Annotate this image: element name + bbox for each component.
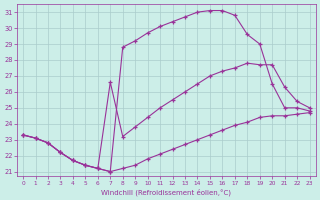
X-axis label: Windchill (Refroidissement éolien,°C): Windchill (Refroidissement éolien,°C) bbox=[101, 188, 231, 196]
